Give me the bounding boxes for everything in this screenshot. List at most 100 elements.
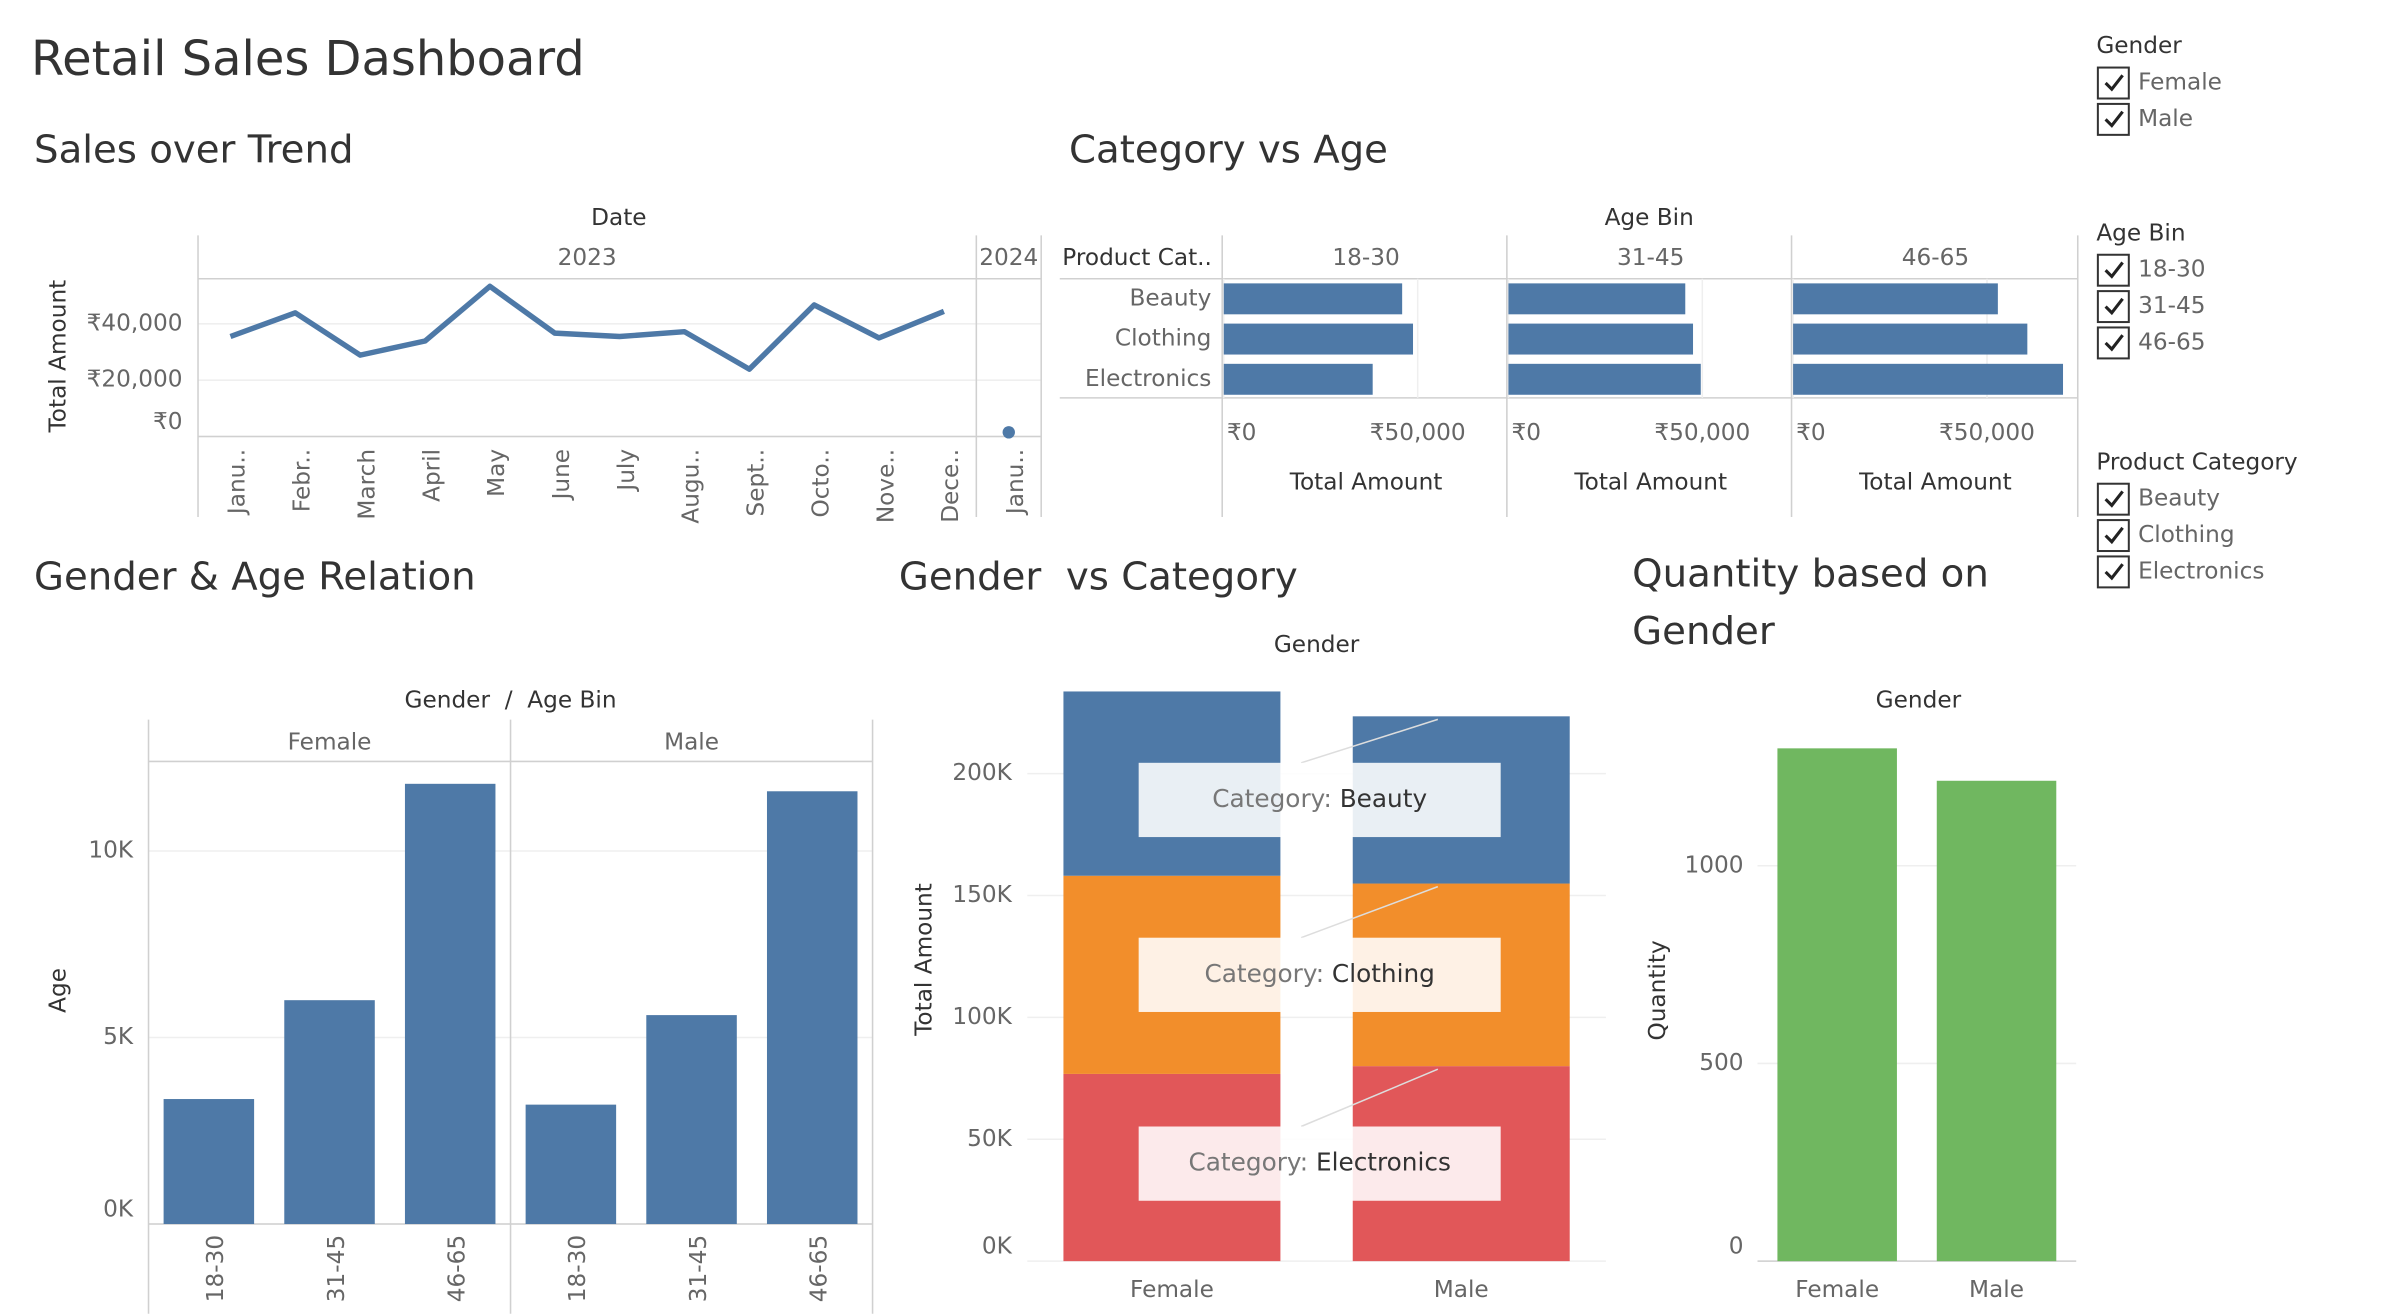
- sales-line: [229, 283, 945, 372]
- checkmark: [2104, 334, 2124, 352]
- filter-option-label[interactable]: Male: [2138, 105, 2193, 132]
- checkbox[interactable]: [2096, 519, 2130, 553]
- chart-title: Category vs Age: [1069, 127, 1388, 172]
- y-tick-label: 0: [1729, 1233, 1744, 1260]
- pane-label: Male: [664, 728, 719, 755]
- annotation-box: [1138, 762, 1501, 838]
- x-tick-label: Augu..: [678, 449, 705, 524]
- annotation-prefix: Category:: [1212, 784, 1332, 813]
- x-tick-label: June: [548, 449, 575, 502]
- annotation: Category: Beauty: [1212, 784, 1427, 813]
- bar: [404, 783, 496, 1225]
- chart-title: Quantity based on Gender: [1632, 551, 1989, 654]
- bar: [1777, 748, 1897, 1262]
- bar: [163, 1099, 255, 1225]
- filter-option-label[interactable]: Clothing: [2138, 521, 2234, 548]
- annotation-prefix: Category:: [1204, 959, 1324, 988]
- category-label: Electronics: [1085, 365, 1211, 392]
- filter-option[interactable]: 31-45: [2096, 290, 2206, 324]
- bar: [1793, 363, 2064, 395]
- checkbox[interactable]: [2096, 253, 2130, 287]
- checkbox[interactable]: [2096, 482, 2130, 516]
- filter-option[interactable]: Female: [2096, 66, 2222, 100]
- chart-header: Gender: [1274, 631, 1360, 658]
- bar: [1223, 323, 1414, 355]
- x-tick-label: Male: [1434, 1276, 1489, 1303]
- bar: [1793, 283, 1998, 315]
- filter-option[interactable]: Clothing: [2096, 519, 2235, 553]
- x-tick-label: July: [613, 449, 640, 493]
- filter-option-label[interactable]: Female: [2138, 69, 2222, 96]
- filter-option[interactable]: 18-30: [2096, 253, 2206, 287]
- checkbox[interactable]: [2096, 102, 2130, 136]
- filter-option-label[interactable]: Beauty: [2138, 485, 2220, 512]
- x-tick-label: 31-45: [323, 1235, 350, 1302]
- annotation-category: Electronics: [1316, 1148, 1451, 1177]
- y-axis-title: Total Amount: [44, 280, 71, 434]
- bar: [525, 1104, 617, 1225]
- x-tick-label: May: [483, 449, 510, 497]
- filter-option[interactable]: Beauty: [2096, 482, 2220, 516]
- filter-title: Product Category: [2096, 448, 2298, 475]
- filter-option-label[interactable]: 18-30: [2138, 256, 2205, 283]
- filter-option[interactable]: 46-65: [2096, 326, 2206, 360]
- pane-label: Female: [288, 728, 372, 755]
- filter-option[interactable]: Electronics: [2096, 555, 2265, 589]
- bar: [1508, 323, 1694, 355]
- annotation: Category: Clothing: [1204, 959, 1434, 988]
- y-axis-title: Total Amount: [911, 883, 938, 1037]
- annotation-space: [1324, 959, 1332, 988]
- row-header: Product Cat..: [1062, 244, 1212, 271]
- x-tick-label: April: [418, 449, 445, 502]
- x-tick-label: Female: [1795, 1276, 1879, 1303]
- category-label: Clothing: [1115, 325, 1211, 352]
- annotation-leader: [1300, 885, 1439, 939]
- y-tick-label: ₹20,000: [87, 366, 183, 393]
- filter-option-label[interactable]: 46-65: [2138, 328, 2205, 355]
- checkbox[interactable]: [2096, 66, 2130, 100]
- x-tick-label: Febr..: [289, 449, 316, 512]
- chart-header: Gender / Age Bin: [405, 687, 617, 714]
- y-tick-label: ₹40,000: [87, 309, 183, 336]
- annotation-box: [1138, 937, 1501, 1012]
- bar: [1508, 363, 1701, 395]
- x-tick-label: 18-30: [564, 1235, 591, 1302]
- annotation-leader: [1300, 1068, 1439, 1128]
- bar: [1508, 283, 1686, 315]
- chart-title: Sales over Trend: [34, 127, 353, 172]
- category-label: Beauty: [1129, 284, 1211, 311]
- chart-title: Gender vs Category: [899, 554, 1298, 599]
- pane-label: 2023: [558, 244, 617, 271]
- chart-title: Gender & Age Relation: [34, 554, 476, 599]
- annotation-space: [1332, 784, 1340, 813]
- x-axis-title: Total Amount: [1858, 468, 2012, 495]
- y-tick-label: 100K: [952, 1003, 1012, 1030]
- pane-label: 2024: [979, 244, 1038, 271]
- filter-option[interactable]: Male: [2096, 102, 2193, 136]
- bar: [1793, 323, 2028, 355]
- y-tick-label: 10K: [88, 836, 134, 863]
- checkmark: [2104, 526, 2124, 545]
- checkbox[interactable]: [2096, 555, 2130, 589]
- chart-header: Gender: [1876, 687, 1962, 714]
- x-tick-label: ₹50,000: [1370, 419, 1466, 446]
- x-tick-label: 31-45: [685, 1235, 712, 1302]
- filter-option-label[interactable]: 31-45: [2138, 292, 2205, 319]
- dashboard-title: Retail Sales Dashboard: [31, 31, 585, 87]
- y-tick-label: 150K: [952, 881, 1012, 908]
- annotation-category: Clothing: [1332, 959, 1435, 988]
- x-tick-label: Nove..: [872, 449, 899, 523]
- x-tick-label: ₹0: [1227, 419, 1257, 446]
- checkbox[interactable]: [2096, 290, 2130, 324]
- filter-option-label[interactable]: Electronics: [2138, 557, 2264, 584]
- annotation-box: [1138, 1126, 1501, 1201]
- x-tick-label: Female: [1130, 1276, 1214, 1303]
- checkbox[interactable]: [2096, 326, 2130, 360]
- y-tick-label: 1000: [1685, 851, 1744, 878]
- annotation-leader: [1300, 718, 1439, 764]
- pane-label: 18-30: [1332, 244, 1399, 271]
- x-tick-label: ₹50,000: [1654, 419, 1750, 446]
- y-axis-title: Age: [44, 968, 71, 1013]
- checkmark: [2104, 297, 2124, 316]
